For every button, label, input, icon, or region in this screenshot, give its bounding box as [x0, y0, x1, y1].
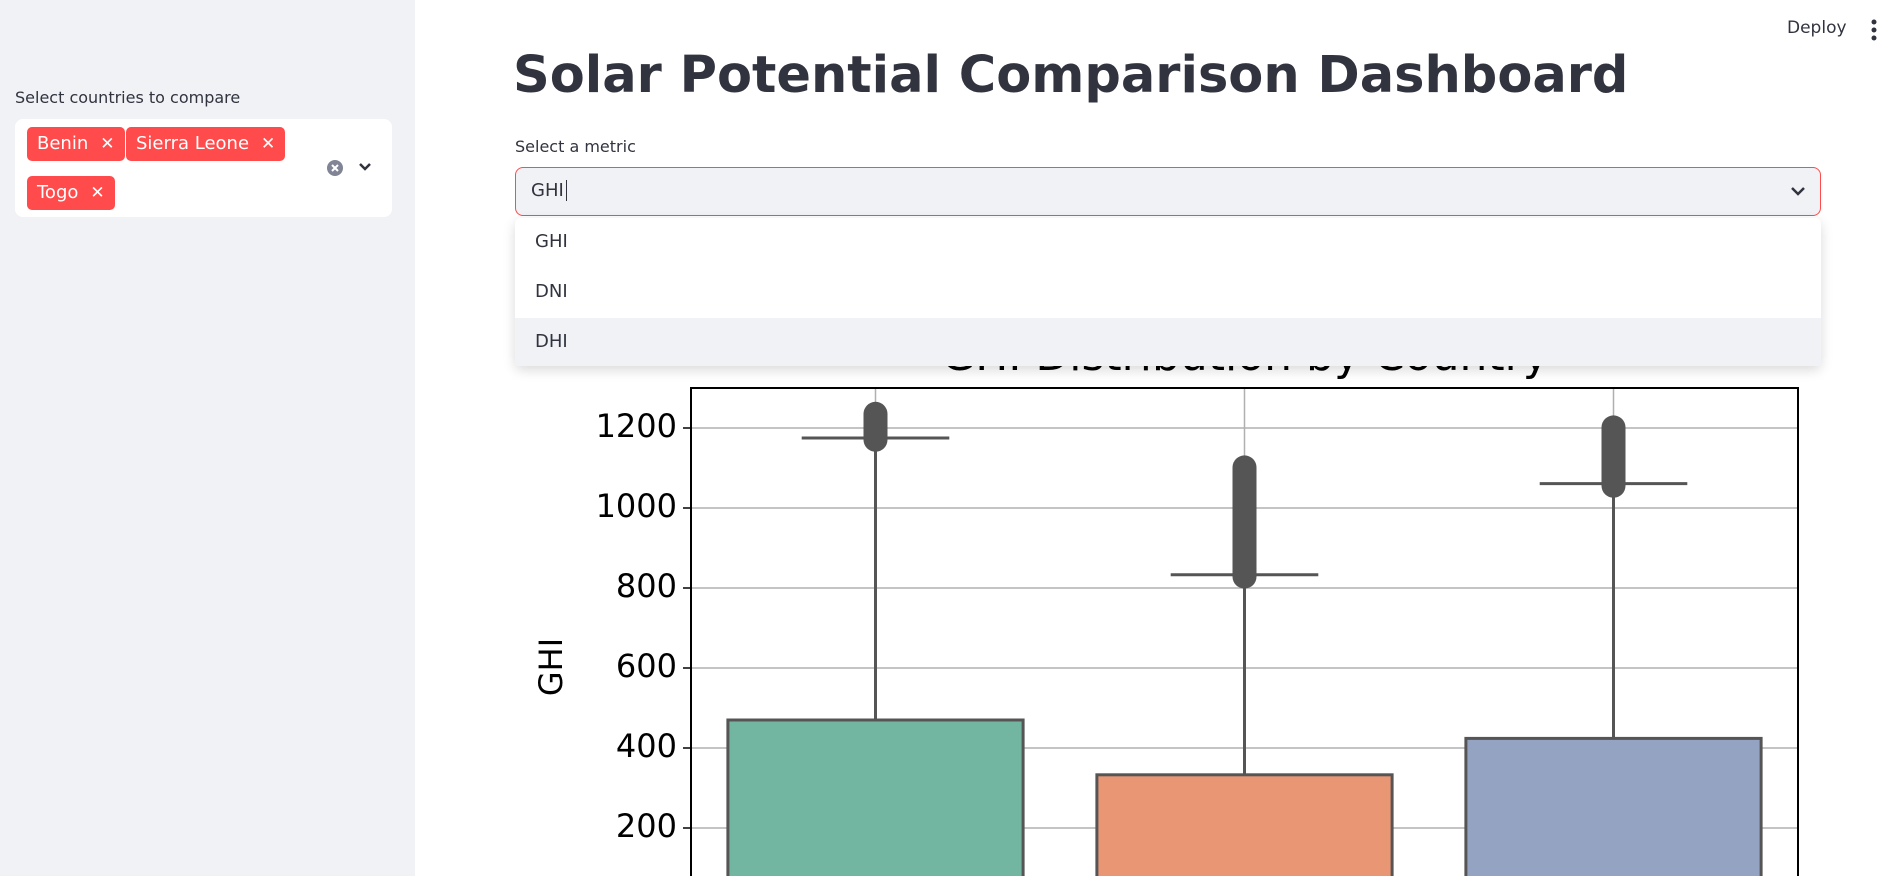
- y-tick-label: 200: [616, 807, 677, 845]
- select-label: Select a metric: [515, 137, 636, 156]
- menu-button[interactable]: [1866, 18, 1882, 42]
- tag[interactable]: Benin ✕: [27, 127, 125, 161]
- y-tick-label: 1200: [596, 407, 677, 445]
- y-tick-label: 1000: [596, 487, 677, 525]
- y-tick-label: 600: [616, 647, 677, 685]
- multiselect-label: Select countries to compare: [15, 88, 241, 107]
- outliers: [1232, 455, 1257, 589]
- deploy-button[interactable]: Deploy: [1787, 18, 1847, 38]
- y-axis-label: GHI: [532, 638, 570, 696]
- sidebar: Select countries to compare Benin ✕ Sierr…: [0, 0, 415, 876]
- y-tick-label: 400: [616, 727, 677, 765]
- box: [1464, 736, 1763, 876]
- box: [726, 718, 1025, 876]
- option[interactable]: DHI: [515, 318, 1821, 366]
- metric-select[interactable]: GHI: [515, 167, 1821, 216]
- select-input: GHI: [531, 180, 567, 201]
- option[interactable]: DNI: [535, 281, 568, 302]
- select-icons[interactable]: [325, 157, 385, 179]
- tag[interactable]: Sierra Leone ✕: [126, 127, 286, 161]
- tag-text: Togo: [37, 182, 79, 203]
- plot-frame: [690, 387, 1799, 876]
- outliers: [1601, 415, 1626, 498]
- tag[interactable]: Togo ✕: [27, 176, 115, 210]
- tag-text: Sierra Leone: [136, 133, 250, 154]
- box: [1095, 773, 1394, 876]
- option[interactable]: GHI: [535, 231, 568, 252]
- y-tick-label: 800: [616, 567, 677, 605]
- tag-text: Benin: [37, 133, 89, 154]
- page-title: Solar Potential Comparison Dashboard: [513, 46, 1629, 105]
- outliers: [863, 401, 888, 452]
